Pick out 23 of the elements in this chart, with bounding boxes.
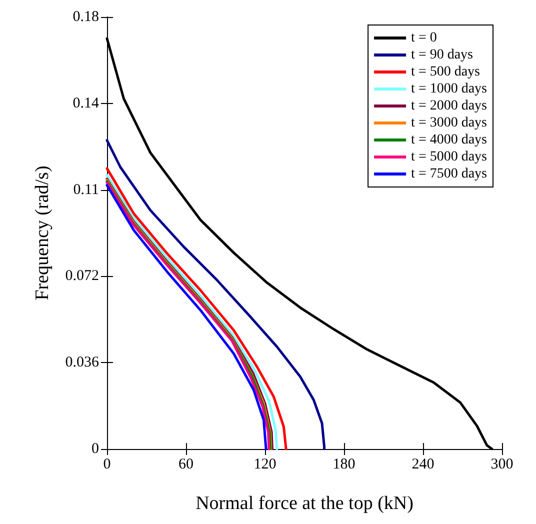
legend-label: t = 90 days xyxy=(411,48,474,62)
x-tick-label: 240 xyxy=(412,456,434,472)
legend-label: t = 1000 days xyxy=(411,82,488,96)
y-tick-label: 0.11 xyxy=(73,182,99,198)
legend-label: t = 5000 days xyxy=(411,150,488,164)
legend-label: t = 0 xyxy=(411,30,437,46)
x-axis-title: Normal force at the top (kN) xyxy=(196,493,414,514)
x-tick-label: 180 xyxy=(332,456,356,472)
y-tick-label: 0.072 xyxy=(65,268,99,284)
x-tick-label: 0 xyxy=(103,456,111,472)
x-tick-label: 300 xyxy=(490,456,514,472)
x-tick-label: 60 xyxy=(178,456,194,472)
y-axis-title: Frequency (rad/s) xyxy=(32,166,53,300)
legend-label: t = 500 days xyxy=(411,64,480,80)
y-tick-label: 0 xyxy=(92,441,99,457)
legend-label: t = 2000 days xyxy=(411,98,488,114)
y-tick-label: 0.18 xyxy=(72,9,99,25)
legend-label: t = 3000 days xyxy=(411,116,488,130)
y-tick-label: 0.036 xyxy=(65,354,100,371)
legend-label: t = 4000 days xyxy=(411,132,488,148)
x-tick-label: 120 xyxy=(254,456,276,472)
y-tick-label: 0.14 xyxy=(72,95,100,112)
legend-label: t = 7500 days xyxy=(411,166,488,182)
